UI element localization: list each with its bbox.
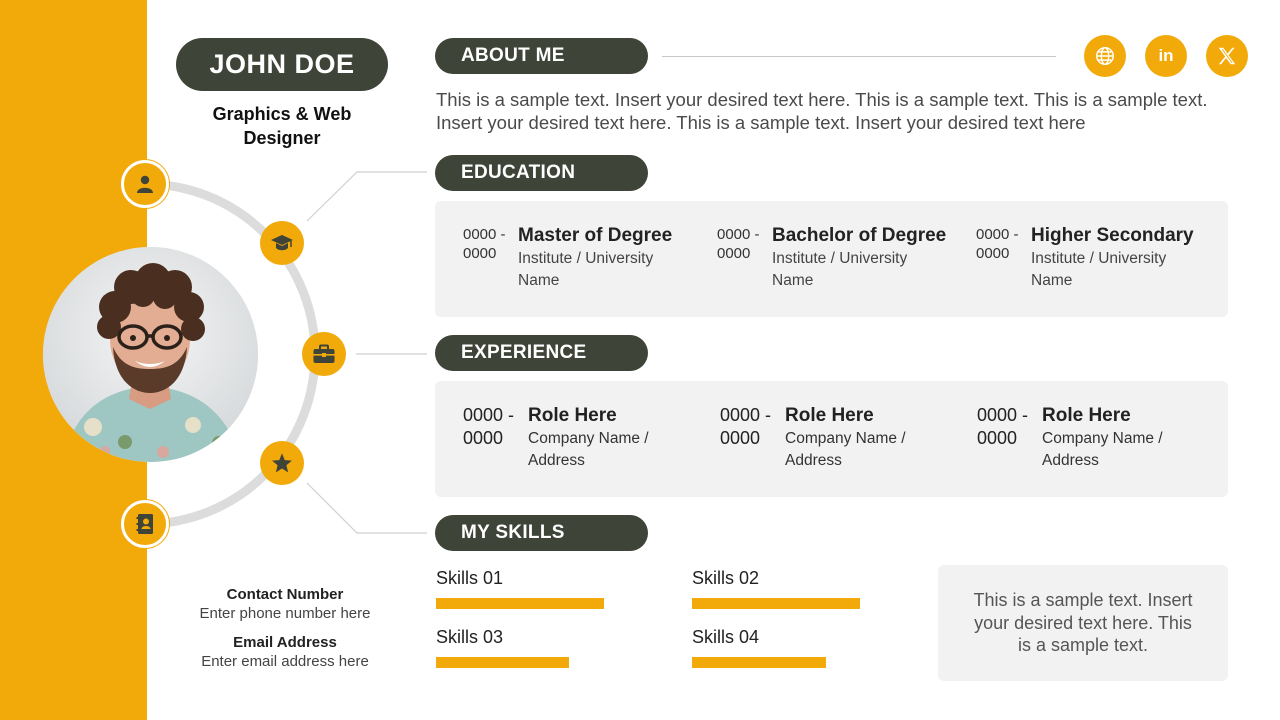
skill-bar-fill — [692, 657, 826, 668]
experience-item: 0000 - 0000 Role Here Company Name / Add… — [977, 404, 1222, 472]
education-date: 0000 - 0000 — [463, 225, 518, 292]
experience-role: Role Here — [1042, 404, 1222, 427]
skill-item: Skills 02 — [692, 567, 922, 609]
email-value: Enter email address here — [176, 652, 394, 671]
phone-label: Contact Number — [176, 585, 394, 604]
education-institute: Institute / University Name — [1031, 248, 1206, 292]
star-icon — [260, 441, 304, 485]
skills-heading: MY SKILLS — [435, 515, 648, 551]
experience-date: 0000 - 0000 — [977, 404, 1042, 472]
skill-bar-fill — [436, 657, 569, 668]
experience-company: Company Name / Address — [1042, 428, 1222, 472]
person-name: JOHN DOE — [176, 38, 388, 91]
skill-bar — [692, 598, 862, 609]
education-degree: Bachelor of Degree — [772, 225, 947, 247]
experience-date: 0000 - 0000 — [720, 404, 785, 472]
education-item: 0000 - 0000 Bachelor of Degree Institute… — [717, 225, 947, 292]
education-institute: Institute / University Name — [518, 248, 693, 292]
experience-item: 0000 - 0000 Role Here Company Name / Add… — [720, 404, 965, 472]
about-divider — [662, 56, 1056, 57]
education-item: 0000 - 0000 Higher Secondary Institute /… — [976, 225, 1206, 292]
skill-bar — [436, 657, 606, 668]
contact-email: Email Address Enter email address here — [176, 633, 394, 671]
education-heading: EDUCATION — [435, 155, 648, 191]
experience-company: Company Name / Address — [528, 428, 708, 472]
skill-bar-fill — [692, 598, 860, 609]
experience-role: Role Here — [785, 404, 965, 427]
job-title: Graphics & Web Designer — [190, 102, 374, 150]
skill-item: Skills 04 — [692, 626, 922, 668]
skill-label: Skills 02 — [692, 567, 922, 589]
phone-value: Enter phone number here — [176, 604, 394, 623]
skill-label: Skills 01 — [436, 567, 666, 589]
email-label: Email Address — [176, 633, 394, 652]
experience-role: Role Here — [528, 404, 708, 427]
education-card: 0000 - 0000 Master of Degree Institute /… — [435, 201, 1228, 317]
experience-company: Company Name / Address — [785, 428, 965, 472]
education-degree: Master of Degree — [518, 225, 693, 247]
skill-bar — [692, 657, 862, 668]
skill-bar-fill — [436, 598, 604, 609]
skill-label: Skills 04 — [692, 626, 922, 648]
skill-bar — [436, 598, 606, 609]
experience-date: 0000 - 0000 — [463, 404, 528, 472]
education-institute: Institute / University Name — [772, 248, 947, 292]
address-book-icon — [121, 500, 169, 548]
linkedin-icon[interactable]: in — [1145, 35, 1187, 77]
skill-item: Skills 03 — [436, 626, 666, 668]
education-date: 0000 - 0000 — [717, 225, 772, 292]
contact-phone: Contact Number Enter phone number here — [176, 585, 394, 623]
experience-item: 0000 - 0000 Role Here Company Name / Add… — [463, 404, 708, 472]
experience-heading: EXPERIENCE — [435, 335, 648, 371]
skills-note: This is a sample text. Insert your desir… — [938, 565, 1228, 681]
x-icon[interactable] — [1206, 35, 1248, 77]
about-text: This is a sample text. Insert your desir… — [436, 88, 1226, 134]
graduation-cap-icon — [260, 221, 304, 265]
skill-item: Skills 01 — [436, 567, 666, 609]
briefcase-icon — [302, 332, 346, 376]
person-icon — [121, 160, 169, 208]
globe-icon[interactable] — [1084, 35, 1126, 77]
linkedin-label: in — [1158, 46, 1173, 66]
experience-card: 0000 - 0000 Role Here Company Name / Add… — [435, 381, 1228, 497]
education-item: 0000 - 0000 Master of Degree Institute /… — [463, 225, 693, 292]
skill-label: Skills 03 — [436, 626, 666, 648]
profile-photo — [43, 247, 258, 462]
about-heading: ABOUT ME — [435, 38, 648, 74]
education-degree: Higher Secondary — [1031, 225, 1206, 247]
education-date: 0000 - 0000 — [976, 225, 1031, 292]
